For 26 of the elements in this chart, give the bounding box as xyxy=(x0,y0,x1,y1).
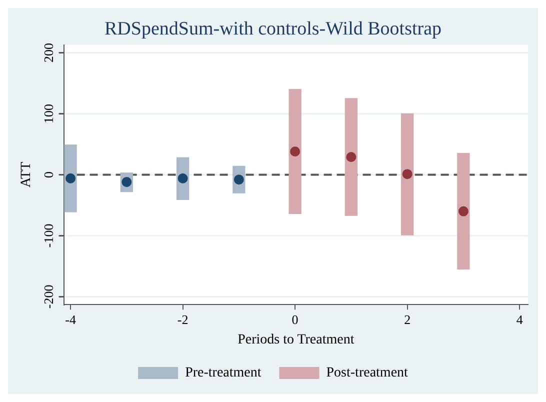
y-tick-label: 100 xyxy=(41,104,56,124)
legend-label: Post-treatment xyxy=(326,366,408,381)
bar xyxy=(400,113,414,236)
bar xyxy=(288,88,302,214)
bar xyxy=(457,153,470,270)
y-tick-label: 0 xyxy=(41,171,56,178)
y-axis-title: ATT xyxy=(19,161,34,188)
point xyxy=(290,146,300,157)
legend-label: Pre-treatment xyxy=(185,366,262,381)
x-axis-title: Periods to Treatment xyxy=(238,332,354,348)
x-tick-label: 4 xyxy=(516,312,524,327)
y-tick-label: -100 xyxy=(41,224,56,248)
point xyxy=(346,152,356,162)
x-tick-label: -4 xyxy=(65,312,76,327)
x-tick-label: 2 xyxy=(404,312,411,327)
point xyxy=(66,173,76,184)
y-tick-label: -200 xyxy=(41,284,56,309)
bar xyxy=(64,144,77,212)
point xyxy=(402,169,412,180)
y-tick-label: 200 xyxy=(41,42,56,62)
x-tick-label: -2 xyxy=(177,312,188,327)
x-tick-label: 0 xyxy=(292,312,298,327)
bar xyxy=(344,98,358,216)
point xyxy=(178,173,188,184)
chart-title: RDSpendSum-with controls-Wild Bootstrap xyxy=(104,18,442,40)
point xyxy=(458,206,468,216)
